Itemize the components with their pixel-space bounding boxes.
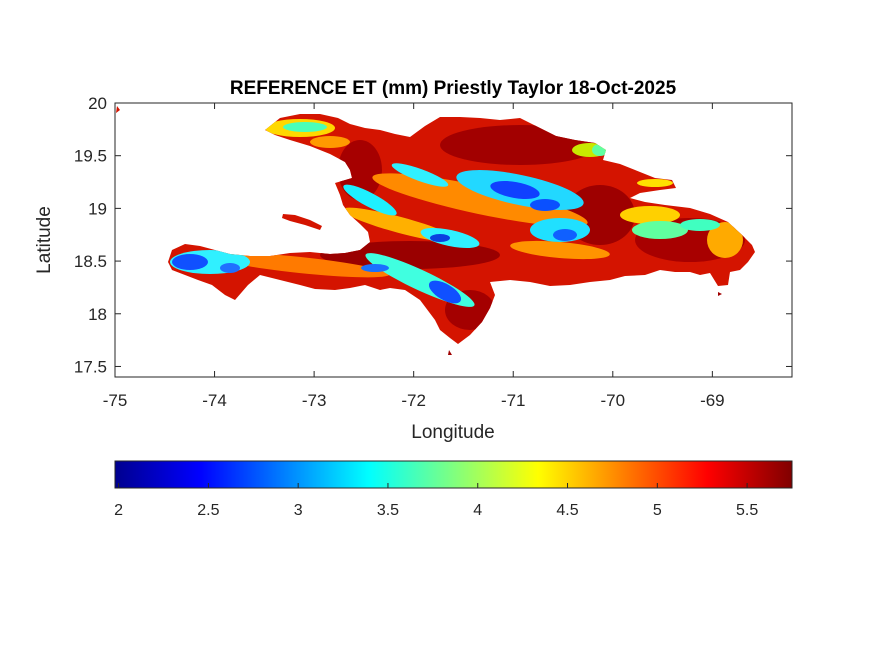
colorbar	[114, 460, 793, 489]
y-tick-label: 20	[88, 94, 107, 113]
x-tick-label: -71	[501, 391, 526, 410]
x-tick-label: -70	[601, 391, 626, 410]
colorbar-tick-label: 4.5	[556, 502, 578, 519]
colorbar-tick-label: 2.5	[197, 502, 219, 519]
colorbar-tick-label: 3	[294, 502, 303, 519]
x-tick-label: -72	[401, 391, 426, 410]
y-axis: 20 19.5 19 18.5 18 17.5	[74, 94, 792, 376]
colorbar-ticks: 2 2.5 3 3.5 4 4.5 5 5.5	[114, 483, 758, 519]
x-tick-label: -75	[103, 391, 128, 410]
colorbar-tick-label: 3.5	[377, 502, 399, 519]
x-tick-label: -69	[700, 391, 725, 410]
y-tick-label: 19.5	[74, 147, 107, 166]
x-tick-label: -73	[302, 391, 327, 410]
y-tick-label: 17.5	[74, 357, 107, 376]
map-title: REFERENCE ET (mm) Priestly Taylor 18-Oct…	[230, 78, 677, 99]
x-tick-label: -74	[202, 391, 227, 410]
x-axis: -75 -74 -73 -72 -71 -70 -69	[103, 103, 725, 410]
y-axis-label: Latitude	[34, 206, 55, 274]
colorbar-tick-label: 2	[114, 502, 123, 519]
y-tick-label: 18.5	[74, 252, 107, 271]
y-tick-label: 18	[88, 305, 107, 324]
colorbar-tick-label: 5	[653, 502, 662, 519]
land-outline	[448, 350, 452, 355]
y-tick-label: 19	[88, 199, 107, 218]
colorbar-tick-label: 4	[473, 502, 482, 519]
colorbar-tick-label: 5.5	[736, 502, 758, 519]
x-axis-label: Longitude	[411, 422, 494, 443]
